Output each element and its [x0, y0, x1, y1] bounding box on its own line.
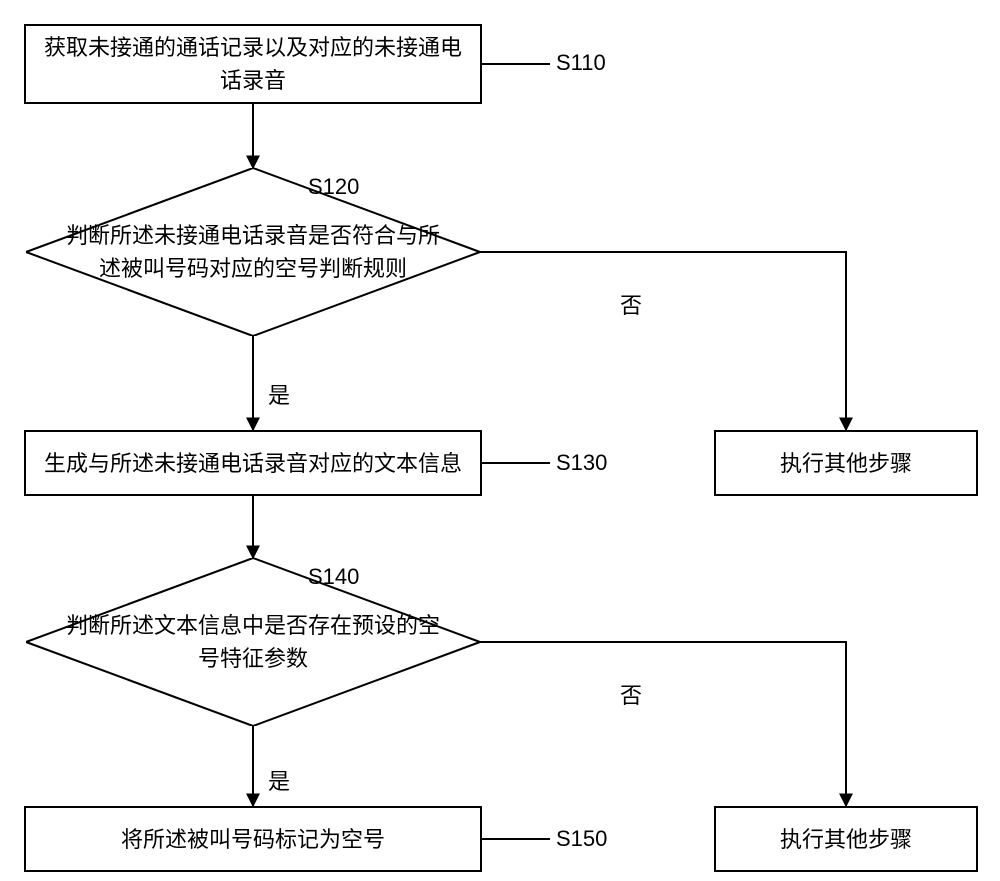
- tag-s120: S120: [308, 174, 359, 200]
- node-s130: 生成与所述未接通电话录音对应的文本信息: [24, 430, 482, 496]
- node-s120-text: 判断所述未接通电话录音是否符合与所述被叫号码对应的空号判断规则: [66, 219, 440, 285]
- node-other-1: 执行其他步骤: [714, 430, 978, 496]
- node-other-2-text: 执行其他步骤: [780, 823, 912, 856]
- edge-label-d1-no: 否: [620, 288, 642, 320]
- node-s150-text: 将所述被叫号码标记为空号: [121, 823, 385, 856]
- node-s110-text: 获取未接通的通话记录以及对应的未接通电话录音: [36, 31, 470, 97]
- edge-label-d1-yes: 是: [268, 378, 290, 410]
- node-s120: 判断所述未接通电话录音是否符合与所述被叫号码对应的空号判断规则: [26, 168, 480, 336]
- tag-s110: S110: [556, 50, 606, 76]
- node-s110: 获取未接通的通话记录以及对应的未接通电话录音: [24, 24, 482, 104]
- tag-s130: S130: [556, 450, 607, 476]
- tag-s150: S150: [556, 826, 607, 852]
- flowchart-canvas: 获取未接通的通话记录以及对应的未接通电话录音 判断所述未接通电话录音是否符合与所…: [0, 0, 1000, 881]
- node-other-2: 执行其他步骤: [714, 806, 978, 872]
- tag-s140: S140: [308, 564, 359, 590]
- node-s150: 将所述被叫号码标记为空号: [24, 806, 482, 872]
- node-s140-text: 判断所述文本信息中是否存在预设的空号特征参数: [66, 609, 440, 675]
- node-s140: 判断所述文本信息中是否存在预设的空号特征参数: [26, 558, 480, 726]
- node-s130-text: 生成与所述未接通电话录音对应的文本信息: [44, 447, 462, 480]
- node-other-1-text: 执行其他步骤: [780, 447, 912, 480]
- edge-label-d2-no: 否: [620, 678, 642, 710]
- edge-label-d2-yes: 是: [268, 764, 290, 796]
